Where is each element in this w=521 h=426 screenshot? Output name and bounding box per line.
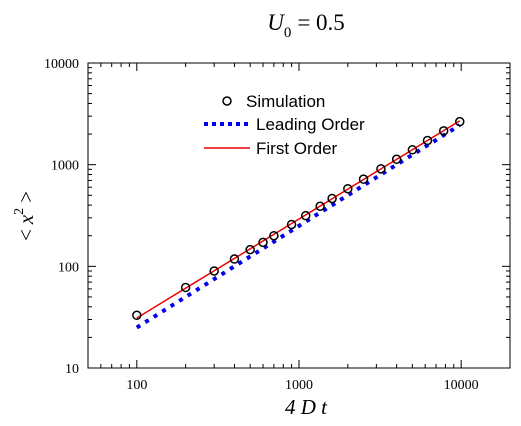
- y-tick-label: 10: [65, 362, 79, 377]
- simulation-point: [245, 244, 255, 255]
- simulation-point: [286, 219, 297, 230]
- y-tick-label: 1000: [51, 159, 79, 174]
- simulation-point: [269, 230, 279, 241]
- simulation-point: [422, 135, 433, 146]
- legend-marker-simulation: [222, 96, 232, 106]
- x-tick-label: 10000: [444, 378, 479, 393]
- y-label-open: <: [14, 229, 38, 241]
- tick-labels: 100 1000 10000 10 100 1000 10000: [44, 57, 479, 393]
- simulation-point: [407, 145, 418, 155]
- series-line-first-order: [136, 120, 461, 319]
- legend: Simulation Leading Order First Order: [204, 92, 365, 158]
- simulation-point: [300, 210, 311, 221]
- y-tick-label: 100: [58, 260, 79, 275]
- simulation-point: [132, 310, 142, 321]
- title-symbol: U: [267, 10, 285, 35]
- simulation-point: [315, 201, 325, 211]
- simulation-point: [455, 116, 465, 127]
- simulation-point: [438, 126, 449, 136]
- title-value: = 0.5: [297, 10, 344, 35]
- series-layer: [132, 116, 465, 330]
- simulation-point: [376, 164, 386, 174]
- y-label-close: >: [14, 191, 38, 203]
- legend-label-first-order: First Order: [256, 139, 338, 158]
- x-tick-label: 1000: [285, 378, 313, 393]
- x-tick-label: 100: [126, 378, 147, 393]
- simulation-point: [258, 237, 268, 248]
- y-label-var: x: [14, 214, 38, 225]
- x-axis-label: 4 D t: [285, 395, 328, 419]
- axis-ticks: [87, 62, 511, 369]
- simulation-point: [358, 174, 369, 184]
- y-axis-label: < x2 >: [12, 191, 38, 241]
- simulation-point: [229, 254, 240, 264]
- legend-label-simulation: Simulation: [246, 92, 325, 111]
- simulation-point: [327, 193, 337, 204]
- simulation-point: [391, 154, 402, 165]
- chart-title: U0 = 0.5: [267, 10, 345, 41]
- y-tick-label: 10000: [44, 57, 79, 72]
- simulation-point: [180, 282, 191, 293]
- legend-label-leading-order: Leading Order: [256, 115, 365, 134]
- simulation-point: [343, 183, 353, 194]
- y-label-sup: 2: [12, 208, 27, 215]
- simulation-point: [209, 266, 219, 276]
- title-subscript: 0: [284, 25, 292, 41]
